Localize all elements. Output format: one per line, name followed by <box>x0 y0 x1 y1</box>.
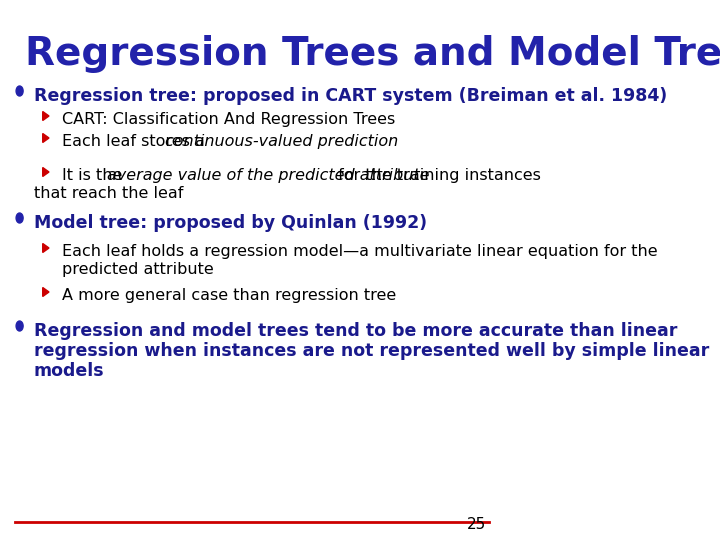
Text: It is the: It is the <box>62 168 127 183</box>
Text: that reach the leaf: that reach the leaf <box>34 186 183 201</box>
Polygon shape <box>42 111 49 120</box>
Text: CART: Classification And Regression Trees: CART: Classification And Regression Tree… <box>62 112 395 127</box>
Text: Each leaf stores a: Each leaf stores a <box>62 134 210 149</box>
Text: average value of the predicted attribute: average value of the predicted attribute <box>107 168 430 183</box>
Polygon shape <box>42 133 49 143</box>
Polygon shape <box>42 287 49 296</box>
Text: continuous-valued prediction: continuous-valued prediction <box>166 134 398 149</box>
Text: models: models <box>34 362 104 380</box>
Text: regression when instances are not represented well by simple linear: regression when instances are not repres… <box>34 342 709 360</box>
Text: for the training instances: for the training instances <box>333 168 541 183</box>
Circle shape <box>16 86 23 96</box>
Circle shape <box>16 321 23 331</box>
Text: Model tree: proposed by Quinlan (1992): Model tree: proposed by Quinlan (1992) <box>34 214 427 232</box>
Polygon shape <box>42 244 49 253</box>
Text: A more general case than regression tree: A more general case than regression tree <box>62 288 396 303</box>
Text: Regression Trees and Model Trees: Regression Trees and Model Trees <box>24 35 720 73</box>
Text: Each leaf holds a regression model—a multivariate linear equation for the: Each leaf holds a regression model—a mul… <box>62 244 657 259</box>
Polygon shape <box>42 167 49 177</box>
Text: 25: 25 <box>467 517 487 532</box>
Text: Regression and model trees tend to be more accurate than linear: Regression and model trees tend to be mo… <box>34 322 677 340</box>
Text: predicted attribute: predicted attribute <box>62 262 213 277</box>
Circle shape <box>16 213 23 223</box>
Text: Regression tree: proposed in CART system (Breiman et al. 1984): Regression tree: proposed in CART system… <box>34 87 667 105</box>
